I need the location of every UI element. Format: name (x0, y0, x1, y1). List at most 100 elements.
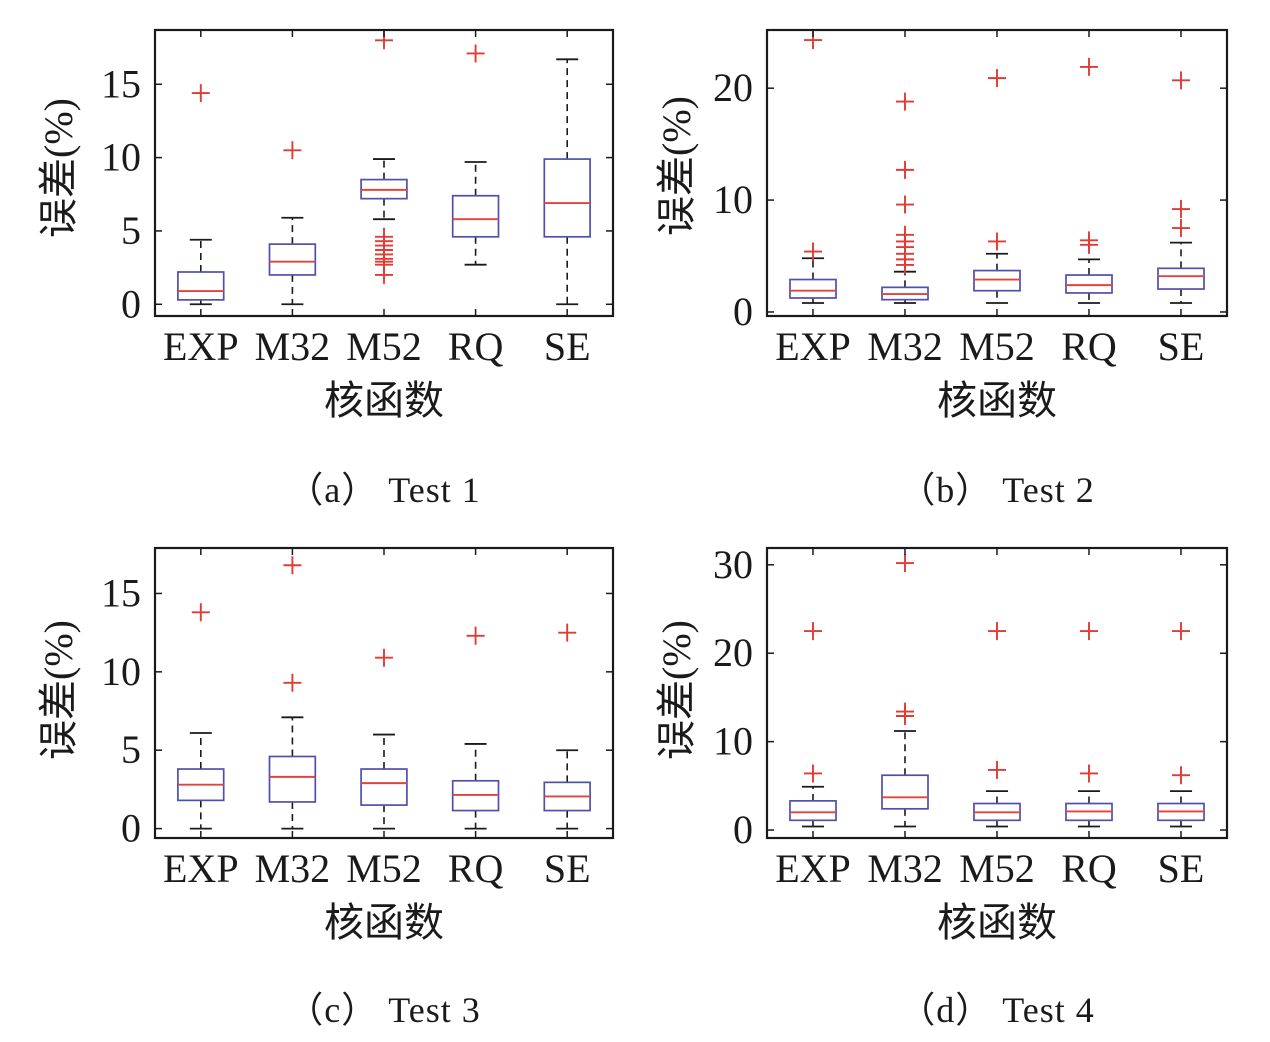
outlier-marker-EXP (191, 84, 210, 103)
x-tick-label: SE (1158, 324, 1205, 369)
y-tick-label: 30 (713, 542, 753, 587)
outlier-marker-EXP (191, 603, 210, 622)
box-M52 (360, 768, 408, 806)
outlier-marker-RQ (466, 626, 485, 645)
box-RQ (1065, 274, 1113, 294)
outlier-marker-SE (1172, 622, 1190, 641)
box-SE (1157, 267, 1205, 290)
outlier-marker-M32 (896, 160, 914, 179)
x-tick-label: M52 (346, 846, 422, 891)
x-tick-label: RQ (448, 324, 504, 369)
outlier-marker-M52 (988, 622, 1006, 641)
x-tick-label: RQ (1061, 846, 1117, 891)
outlier-marker-M52 (375, 227, 393, 246)
outlier-marker-SE (1172, 71, 1190, 90)
y-tick-label: 0 (733, 807, 753, 852)
box-M32 (881, 774, 929, 810)
x-tick-label: M52 (346, 324, 422, 369)
y-tick-label: 10 (101, 649, 141, 694)
outlier-marker-M32 (283, 673, 302, 692)
y-axis-label: 误差(%) (654, 620, 699, 760)
x-tick-label: RQ (448, 846, 504, 891)
y-tick-label: 15 (101, 61, 141, 106)
y-tick-label: 0 (121, 281, 141, 326)
box-M52 (973, 269, 1021, 292)
outlier-marker-SE (1172, 766, 1190, 785)
y-tick-label: 0 (733, 289, 753, 334)
outlier-marker-EXP (804, 622, 822, 641)
outlier-marker-SE (1172, 200, 1190, 219)
x-tick-label: RQ (1061, 324, 1117, 369)
outlier-marker-RQ (1080, 622, 1098, 641)
x-tick-label: SE (544, 846, 591, 891)
y-tick-label: 20 (713, 65, 753, 110)
box-EXP (177, 271, 225, 301)
outlier-marker-RQ (466, 44, 485, 63)
x-tick-label: M52 (959, 846, 1035, 891)
panel-test-3: 0 5 10 15 EXP M32 M52 RQ SE 误差(%) 核函数 （c） Test 3 (36, 546, 615, 1030)
outlier-marker-M32 (896, 195, 914, 214)
outlier-marker-SE (1172, 219, 1190, 238)
outlier-marker-RQ (1080, 57, 1098, 76)
y-tick-label: 20 (713, 630, 753, 675)
outlier-marker-M32 (283, 141, 302, 160)
y-axis-label: 误差(%) (654, 96, 699, 236)
x-axis-label: 核函数 (937, 378, 1057, 423)
outlier-marker-EXP (804, 764, 822, 783)
x-tick-label: M32 (255, 324, 331, 369)
panel-test-4: 0 10 20 30 EXP M32 M52 RQ SE 误差(%) 核函数 （d） Test 4 (654, 542, 1229, 1030)
x-tick-label: M52 (959, 324, 1035, 369)
panel-caption: （d） Test 4 (899, 990, 1094, 1030)
outlier-marker-M32 (896, 702, 914, 721)
outlier-marker-M52 (988, 69, 1006, 88)
y-tick-label: 5 (121, 208, 141, 253)
box-EXP (789, 800, 837, 822)
panel-test-1: 0 5 10 15 EXP M32 M52 RQ SE 误差(%) 核函数 （a） Test 1 (36, 28, 615, 510)
x-tick-label: M32 (255, 846, 331, 891)
outlier-marker-M32 (283, 556, 302, 575)
panel-caption: （c） Test 3 (287, 990, 480, 1030)
panel-caption: （b） Test 2 (899, 470, 1094, 510)
x-tick-label: SE (1158, 846, 1205, 891)
y-axis-label: 误差(%) (36, 620, 81, 760)
outlier-marker-SE (558, 623, 577, 642)
x-tick-label: EXP (163, 846, 239, 891)
outlier-marker-M32 (896, 225, 914, 244)
box-RQ (451, 194, 500, 238)
box-EXP (789, 278, 837, 299)
y-axis-label: 误差(%) (36, 98, 81, 238)
x-tick-label: SE (544, 324, 591, 369)
axes-frame (153, 28, 615, 318)
x-axis-label: 核函数 (324, 900, 444, 945)
x-tick-label: EXP (775, 324, 851, 369)
axes-frame (765, 28, 1229, 318)
outlier-marker-M52 (375, 648, 393, 667)
y-tick-label: 10 (713, 719, 753, 764)
outlier-marker-RQ (1080, 764, 1098, 783)
x-axis-label: 核函数 (937, 900, 1057, 945)
x-axis-label: 核函数 (324, 378, 444, 423)
x-tick-label: EXP (163, 324, 239, 369)
outlier-marker-EXP (804, 242, 822, 261)
outlier-marker-M32 (896, 554, 914, 573)
y-tick-label: 10 (713, 177, 753, 222)
box-SE (543, 158, 591, 238)
outlier-marker-M52 (988, 760, 1006, 779)
x-tick-label: EXP (775, 846, 851, 891)
axes-frame (765, 546, 1229, 840)
y-tick-label: 0 (121, 806, 141, 851)
outlier-marker-M32 (896, 92, 914, 111)
y-tick-label: 10 (101, 135, 141, 180)
y-tick-label: 15 (101, 570, 141, 615)
panel-test-2: 0 10 20 EXP M32 M52 RQ SE 误差(%) 核函数 （b） Test 2 (654, 28, 1229, 510)
y-tick-label: 5 (121, 727, 141, 772)
outlier-marker-M52 (988, 232, 1006, 251)
outlier-marker-RQ (1080, 231, 1098, 250)
panel-caption: （a） Test 1 (287, 470, 480, 510)
x-tick-label: M32 (867, 846, 943, 891)
box-M32 (268, 755, 317, 803)
box-M32 (268, 243, 317, 276)
x-tick-label: M32 (867, 324, 943, 369)
axes-frame (153, 546, 615, 840)
